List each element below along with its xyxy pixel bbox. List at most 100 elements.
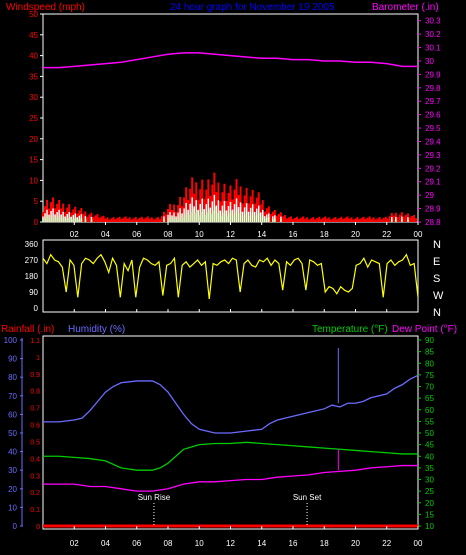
temp-y-tick-8: 50 <box>425 429 434 438</box>
wind-y-tick-8: 40 <box>29 52 38 61</box>
wind-y-tick-1: 5 <box>34 197 39 206</box>
temp-y-tick-6: 40 <box>425 452 434 461</box>
climate-x-tick-5: 12 <box>226 539 235 548</box>
wind-x-tick-2: 06 <box>132 230 141 239</box>
rainfall-y-tick-1: 0.1 <box>30 507 40 514</box>
compass-label-1: W <box>433 290 444 302</box>
rainfall-y-tick-10: 1 <box>36 355 40 362</box>
rainfall-y-tick-0: 0 <box>36 524 40 531</box>
wind-x-tick-5: 12 <box>226 230 235 239</box>
baro-y-tick-2: 29 <box>425 191 434 200</box>
wind-x-tick-4: 10 <box>195 230 204 239</box>
baro-y-tick-4: 29.2 <box>425 164 441 173</box>
wind-y-tick-3: 15 <box>29 156 38 165</box>
direction-y-tick-1: 90 <box>29 288 38 297</box>
temp-y-tick-1: 15 <box>425 510 434 519</box>
baro-y-tick-10: 29.8 <box>425 84 441 93</box>
barometer-line <box>43 52 418 69</box>
baro-y-tick-3: 29.1 <box>425 178 441 187</box>
baro-y-tick-9: 29.7 <box>425 97 441 106</box>
humidity-y-tick-3: 30 <box>8 466 17 475</box>
temp-y-tick-0: 10 <box>425 522 434 531</box>
baro-y-tick-15: 30.3 <box>425 17 441 26</box>
temp-y-tick-2: 20 <box>425 499 434 508</box>
wind-x-tick-6: 14 <box>257 230 266 239</box>
annotation-label-1: Sun Set <box>293 493 322 502</box>
temp-y-tick-5: 35 <box>425 464 434 473</box>
wind-x-tick-10: 22 <box>382 230 391 239</box>
chart-marks: 0510152025303540455028.828.92929.129.229… <box>4 10 444 548</box>
wind-y-tick-2: 10 <box>29 176 38 185</box>
compass-label-3: E <box>433 256 440 268</box>
temp-y-tick-9: 55 <box>425 417 434 426</box>
rainfall-y-tick-9: 0.9 <box>30 372 40 379</box>
humidity-y-tick-0: 0 <box>13 522 18 531</box>
wind-y-tick-7: 35 <box>29 72 38 81</box>
compass-label-2: S <box>433 273 440 285</box>
temp-y-tick-4: 30 <box>425 476 434 485</box>
humidity-y-tick-8: 80 <box>8 373 17 382</box>
wind-x-tick-9: 20 <box>351 230 360 239</box>
humidity-y-tick-10: 100 <box>4 336 18 345</box>
baro-y-tick-14: 30.2 <box>425 30 441 39</box>
baro-y-tick-6: 29.4 <box>425 137 441 146</box>
climate-x-tick-2: 06 <box>132 539 141 548</box>
barometer-axis-title: Barometer (.in) <box>372 2 439 13</box>
temp-y-tick-12: 70 <box>425 383 434 392</box>
temperature-line <box>43 441 418 471</box>
wind-y-tick-0: 0 <box>34 218 39 227</box>
wind-y-tick-6: 30 <box>29 93 38 102</box>
windspeed-axis-title: Windspeed (mph) <box>6 2 85 13</box>
rainfall-y-tick-11: 1.1 <box>30 338 40 345</box>
rainfall-y-tick-6: 0.6 <box>30 423 40 430</box>
wind-y-tick-9: 45 <box>29 31 38 40</box>
baro-y-tick-13: 30.1 <box>425 44 441 53</box>
humidity-y-tick-5: 50 <box>8 429 17 438</box>
direction-y-tick-0: 0 <box>34 304 39 313</box>
annotation-label-0: Sun Rise <box>138 493 171 502</box>
humidity-y-tick-6: 60 <box>8 410 17 419</box>
humidity-y-tick-1: 10 <box>8 503 17 512</box>
temp-y-tick-11: 65 <box>425 394 434 403</box>
temp-y-tick-14: 80 <box>425 359 434 368</box>
direction-y-tick-4: 360 <box>25 240 39 249</box>
climate-x-tick-0: 02 <box>70 539 79 548</box>
wind-x-tick-1: 04 <box>101 230 110 239</box>
compass-label-0: N <box>433 307 441 319</box>
wind-x-tick-3: 08 <box>164 230 173 239</box>
temp-y-tick-13: 75 <box>425 371 434 380</box>
temp-y-tick-7: 45 <box>425 441 434 450</box>
dewpoint-axis-title: Dew Point (°F) <box>392 324 457 335</box>
wind-y-tick-4: 20 <box>29 135 38 144</box>
direction-y-tick-3: 270 <box>25 256 39 265</box>
rainfall-y-tick-4: 0.4 <box>30 456 40 463</box>
humidity-y-tick-7: 70 <box>8 392 17 401</box>
rainfall-axis-title: Rainfall (.in) <box>1 324 54 335</box>
climate-x-tick-11: 00 <box>414 539 423 548</box>
rainfall-y-tick-3: 0.3 <box>30 473 40 480</box>
compass-label-4: N <box>433 239 441 251</box>
wind-direction-line <box>42 253 419 300</box>
temp-y-tick-15: 85 <box>425 348 434 357</box>
temp-y-tick-16: 90 <box>425 336 434 345</box>
climate-x-tick-8: 18 <box>320 539 329 548</box>
rainfall-y-tick-8: 0.8 <box>30 389 40 396</box>
climate-x-tick-6: 14 <box>257 539 266 548</box>
temperature-axis-title: Temperature (°F) <box>312 324 388 335</box>
climate-x-tick-10: 22 <box>382 539 391 548</box>
baro-y-tick-11: 29.9 <box>425 70 441 79</box>
climate-x-tick-1: 04 <box>101 539 110 548</box>
humidity-y-tick-4: 40 <box>8 448 17 457</box>
wind-x-tick-7: 16 <box>289 230 298 239</box>
wind-y-tick-10: 50 <box>29 10 38 19</box>
rainfall-y-tick-2: 0.2 <box>30 490 40 497</box>
temp-y-tick-10: 60 <box>425 406 434 415</box>
baro-y-tick-0: 28.8 <box>425 218 441 227</box>
baro-y-tick-1: 28.9 <box>425 205 441 214</box>
climate-x-tick-3: 08 <box>164 539 173 548</box>
humidity-line <box>43 374 419 434</box>
humidity-axis-title: Humidity (%) <box>68 324 125 335</box>
rainfall-y-tick-7: 0.7 <box>30 406 40 413</box>
wind-y-tick-5: 25 <box>29 114 38 123</box>
